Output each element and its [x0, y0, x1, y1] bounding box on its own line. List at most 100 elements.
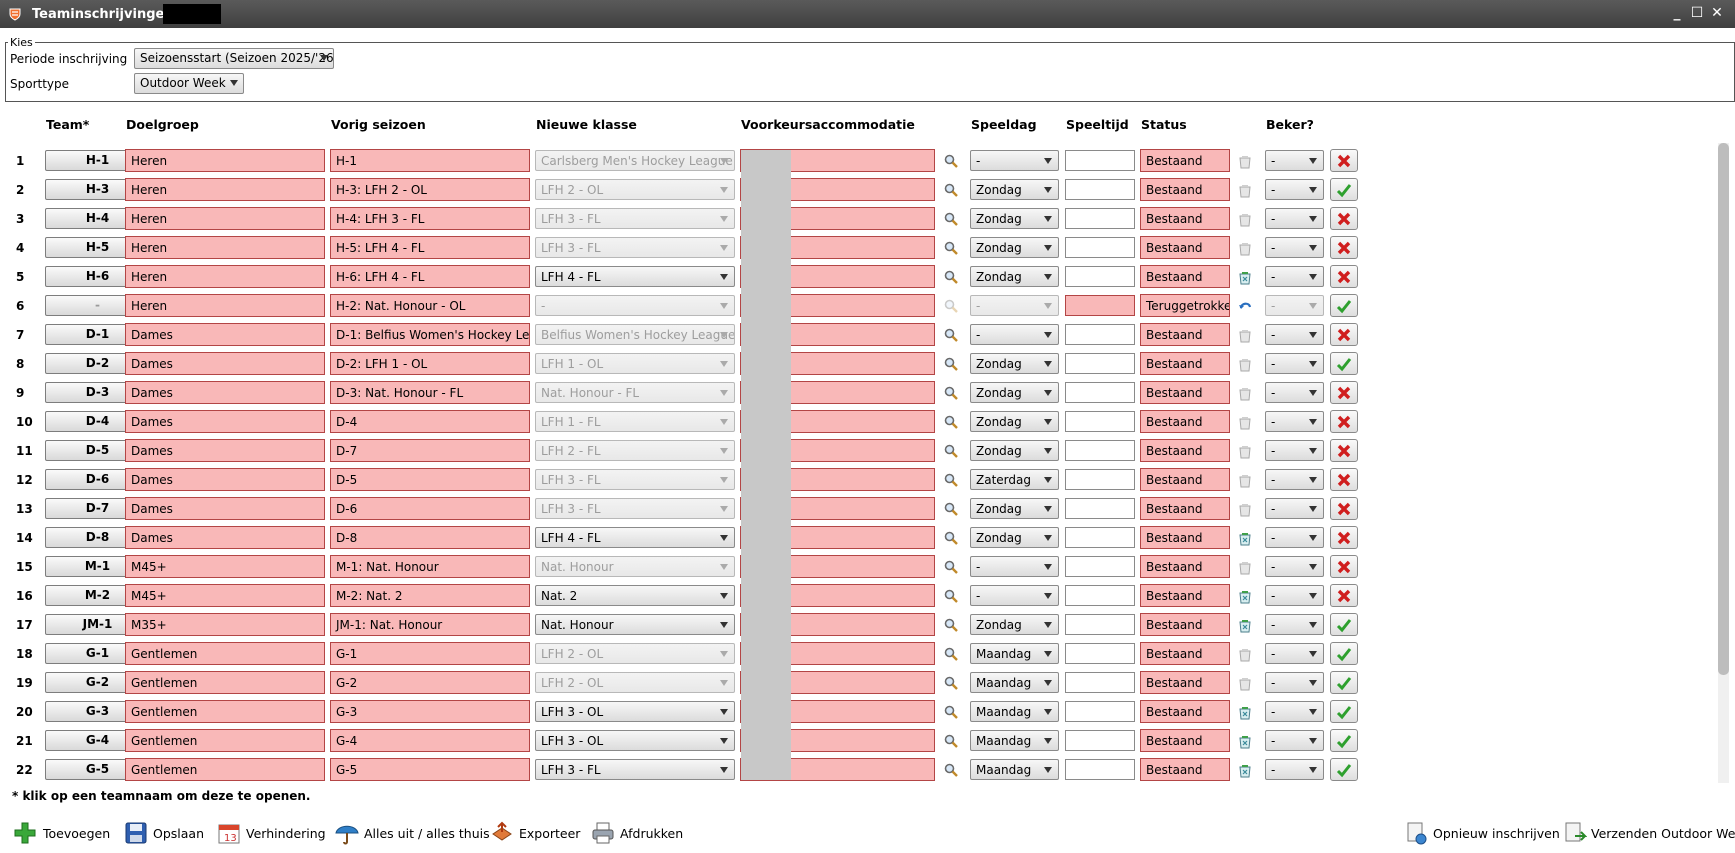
- trash-icon[interactable]: [1238, 647, 1252, 662]
- beker-select[interactable]: -: [1265, 237, 1324, 258]
- speeltijd-input[interactable]: [1065, 498, 1135, 519]
- speeldag-select[interactable]: Zondag: [970, 266, 1059, 287]
- team-button[interactable]: D-7: [45, 498, 150, 519]
- confirm-button[interactable]: [1330, 700, 1358, 723]
- beker-select[interactable]: -: [1265, 382, 1324, 403]
- trash-icon[interactable]: [1238, 415, 1252, 430]
- speeltijd-input[interactable]: [1065, 150, 1135, 171]
- team-button[interactable]: D-4: [45, 411, 150, 432]
- speeldag-select[interactable]: -: [970, 324, 1059, 345]
- speeltijd-input[interactable]: [1065, 730, 1135, 751]
- search-icon[interactable]: [944, 154, 958, 168]
- beker-select[interactable]: -: [1265, 266, 1324, 287]
- confirm-button[interactable]: [1330, 642, 1358, 665]
- speeltijd-input[interactable]: [1065, 411, 1135, 432]
- team-button[interactable]: D-5: [45, 440, 150, 461]
- remove-button[interactable]: [1330, 149, 1358, 172]
- speeldag-select[interactable]: Zondag: [970, 237, 1059, 258]
- team-button[interactable]: G-5: [45, 759, 150, 780]
- speeltijd-input[interactable]: [1065, 382, 1135, 403]
- speeltijd-input[interactable]: [1065, 237, 1135, 258]
- team-button[interactable]: H-1: [45, 150, 150, 171]
- beker-select[interactable]: -: [1265, 295, 1324, 316]
- beker-select[interactable]: -: [1265, 701, 1324, 722]
- search-icon[interactable]: [944, 560, 958, 574]
- remove-button[interactable]: [1330, 468, 1358, 491]
- confirm-button[interactable]: [1330, 294, 1358, 317]
- nieuwe-klasse-select[interactable]: -: [535, 295, 735, 316]
- speeltijd-input[interactable]: [1065, 353, 1135, 374]
- beker-select[interactable]: -: [1265, 527, 1324, 548]
- beker-select[interactable]: -: [1265, 469, 1324, 490]
- trash-icon[interactable]: [1238, 560, 1252, 575]
- team-button[interactable]: H-5: [45, 237, 150, 258]
- remove-button[interactable]: [1330, 497, 1358, 520]
- speeldag-select[interactable]: Maandag: [970, 701, 1059, 722]
- search-icon[interactable]: [944, 444, 958, 458]
- speeltijd-input[interactable]: [1065, 440, 1135, 461]
- speeltijd-input[interactable]: [1065, 469, 1135, 490]
- nieuwe-klasse-select[interactable]: LFH 2 - OL: [535, 643, 735, 664]
- alles-uit-alles-thuis-button[interactable]: Alles uit / alles thuis: [334, 820, 490, 846]
- speeldag-select[interactable]: Zondag: [970, 411, 1059, 432]
- undo-icon[interactable]: [1238, 299, 1252, 314]
- search-icon[interactable]: [944, 705, 958, 719]
- toevoegen-button[interactable]: Toevoegen: [12, 820, 112, 846]
- verhindering-button[interactable]: 13 Verhindering: [216, 820, 326, 846]
- remove-button[interactable]: [1330, 439, 1358, 462]
- remove-button[interactable]: [1330, 265, 1358, 288]
- speeldag-select[interactable]: Maandag: [970, 759, 1059, 780]
- team-button[interactable]: G-1: [45, 643, 150, 664]
- trash-icon[interactable]: [1238, 444, 1252, 459]
- beker-select[interactable]: -: [1265, 614, 1324, 635]
- speeltijd-input[interactable]: [1065, 585, 1135, 606]
- team-button[interactable]: G-4: [45, 730, 150, 751]
- speeltijd-input[interactable]: [1065, 556, 1135, 577]
- trash-icon[interactable]: [1238, 618, 1252, 633]
- confirm-button[interactable]: [1330, 178, 1358, 201]
- search-icon[interactable]: [944, 241, 958, 255]
- trash-icon[interactable]: [1238, 270, 1252, 285]
- team-button[interactable]: M-2: [45, 585, 150, 606]
- remove-button[interactable]: [1330, 323, 1358, 346]
- nieuwe-klasse-select[interactable]: LFH 2 - OL: [535, 179, 735, 200]
- speeldag-select[interactable]: Maandag: [970, 643, 1059, 664]
- sporttype-select[interactable]: Outdoor Week: [134, 73, 244, 94]
- confirm-button[interactable]: [1330, 671, 1358, 694]
- team-button[interactable]: G-2: [45, 672, 150, 693]
- speeldag-select[interactable]: -: [970, 295, 1059, 316]
- search-icon[interactable]: [944, 502, 958, 516]
- trash-icon[interactable]: [1238, 212, 1252, 227]
- search-icon[interactable]: [944, 734, 958, 748]
- maximize-button[interactable]: ☐: [1690, 5, 1704, 21]
- speeldag-select[interactable]: Maandag: [970, 730, 1059, 751]
- nieuwe-klasse-select[interactable]: Nat. Honour: [535, 614, 735, 635]
- close-button[interactable]: ✕: [1711, 5, 1723, 21]
- nieuwe-klasse-select[interactable]: LFH 4 - FL: [535, 527, 735, 548]
- nieuwe-klasse-select[interactable]: Belfius Women's Hockey League: [535, 324, 735, 345]
- trash-icon[interactable]: [1238, 328, 1252, 343]
- trash-icon[interactable]: [1238, 705, 1252, 720]
- remove-button[interactable]: [1330, 236, 1358, 259]
- team-button[interactable]: H-6: [45, 266, 150, 287]
- search-icon[interactable]: [944, 763, 958, 777]
- beker-select[interactable]: -: [1265, 759, 1324, 780]
- scrollbar-thumb[interactable]: [1718, 143, 1729, 675]
- search-icon[interactable]: [944, 473, 958, 487]
- beker-select[interactable]: -: [1265, 440, 1324, 461]
- speeltijd-input[interactable]: [1065, 701, 1135, 722]
- remove-button[interactable]: [1330, 381, 1358, 404]
- trash-icon[interactable]: [1238, 502, 1252, 517]
- team-button[interactable]: M-1: [45, 556, 150, 577]
- beker-select[interactable]: -: [1265, 179, 1324, 200]
- nieuwe-klasse-select[interactable]: LFH 3 - FL: [535, 237, 735, 258]
- remove-button[interactable]: [1330, 584, 1358, 607]
- speeldag-select[interactable]: Zaterdag: [970, 469, 1059, 490]
- search-icon[interactable]: [944, 357, 958, 371]
- search-icon[interactable]: [944, 415, 958, 429]
- trash-icon[interactable]: [1238, 531, 1252, 546]
- search-icon[interactable]: [944, 299, 958, 313]
- team-button[interactable]: H-4: [45, 208, 150, 229]
- beker-select[interactable]: -: [1265, 150, 1324, 171]
- trash-icon[interactable]: [1238, 589, 1252, 604]
